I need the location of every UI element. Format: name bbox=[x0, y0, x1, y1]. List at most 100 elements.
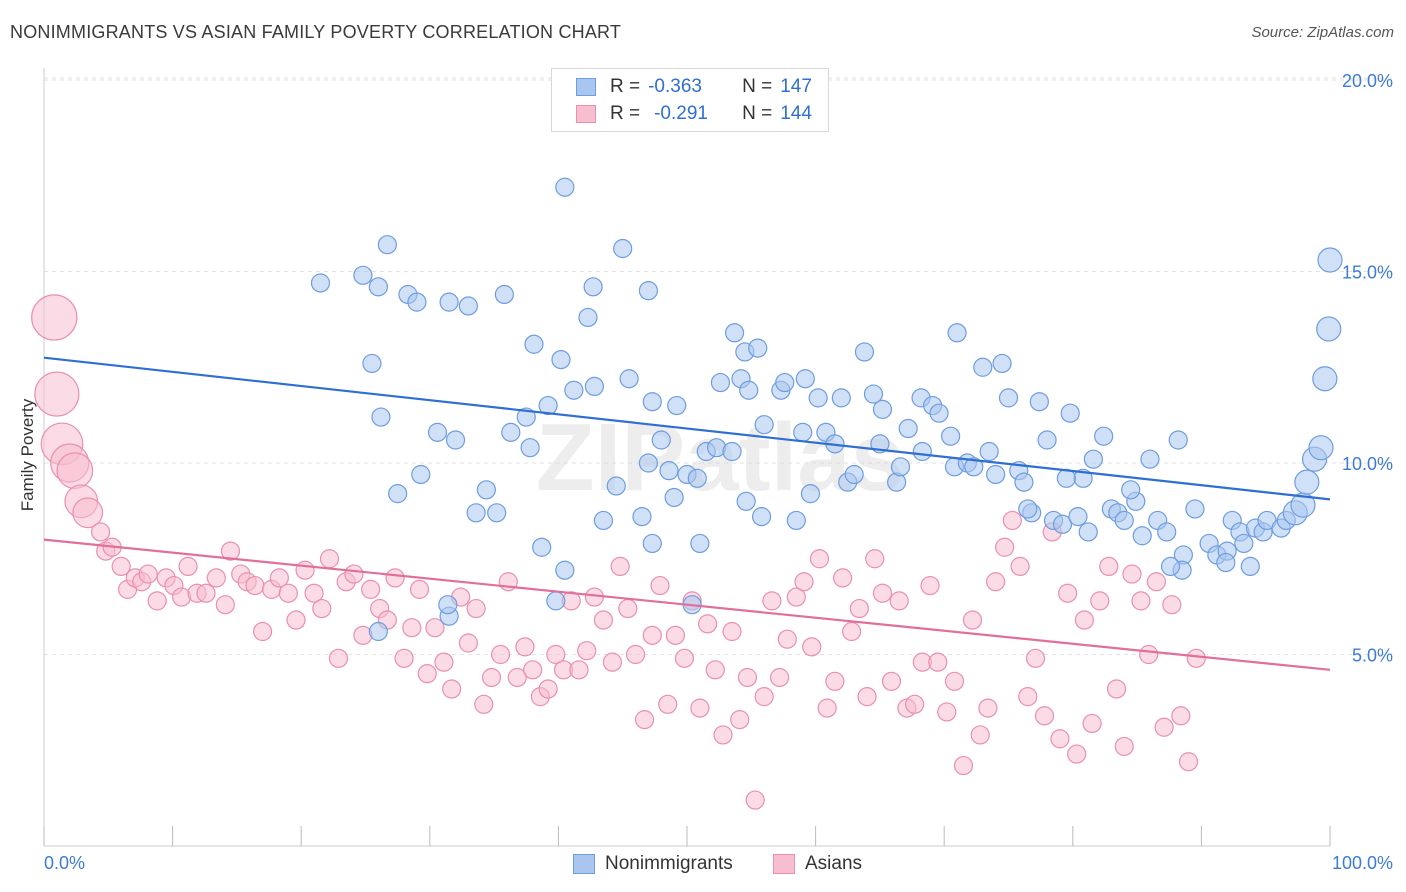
asians-point bbox=[802, 637, 822, 657]
r-label: R = bbox=[610, 103, 641, 124]
asians-point bbox=[425, 618, 445, 638]
nonimmigrants-point bbox=[1160, 556, 1181, 577]
nonimmigrants-point bbox=[929, 403, 949, 423]
nonimmigrants-point bbox=[898, 418, 918, 439]
nonimmigrants-point bbox=[1185, 499, 1205, 519]
asians-points bbox=[31, 294, 1206, 810]
asians-point bbox=[111, 556, 131, 577]
asians-trend-line bbox=[43, 538, 1331, 671]
nonimmigrants-points bbox=[310, 177, 1343, 642]
nonimmigrants-point bbox=[786, 510, 806, 531]
nonimmigrants-point bbox=[516, 407, 536, 427]
legend-item-nonimmigrants: Nonimmigrants bbox=[573, 852, 733, 876]
source-label: Source: ZipAtlas.com bbox=[1251, 24, 1394, 41]
asians-point bbox=[1074, 610, 1094, 630]
nonimmigrants-point bbox=[377, 235, 397, 255]
nonimmigrants-point bbox=[863, 384, 884, 404]
nonimmigrants-point bbox=[793, 422, 813, 442]
nonimmigrants-point bbox=[538, 395, 558, 416]
asians-point bbox=[1050, 729, 1070, 749]
asians-point bbox=[269, 568, 289, 588]
asians-point bbox=[665, 625, 686, 645]
nonimmigrants-point bbox=[353, 265, 373, 285]
nonimmigrants-point bbox=[795, 369, 815, 389]
asians-point bbox=[220, 541, 241, 561]
nonimmigrants-point bbox=[1029, 392, 1049, 412]
nonimmigrants-point bbox=[754, 415, 774, 435]
nonimmigrants-point bbox=[445, 430, 466, 450]
nonimmigrants-point bbox=[606, 476, 626, 496]
asians-point bbox=[610, 556, 630, 577]
asians-point bbox=[1058, 583, 1078, 603]
asians-point bbox=[634, 710, 655, 730]
legend-label: Asians bbox=[805, 853, 863, 874]
asians-point bbox=[833, 568, 853, 588]
asians-point bbox=[920, 575, 940, 596]
asians-point bbox=[1002, 510, 1022, 531]
asians-point bbox=[1034, 706, 1055, 726]
asians-point bbox=[697, 614, 718, 634]
asians-point bbox=[1106, 679, 1127, 699]
nonimmigrants-point bbox=[638, 453, 659, 473]
nonimmigrants-point bbox=[736, 491, 756, 511]
asians-point bbox=[872, 583, 893, 603]
asians-point bbox=[1154, 717, 1174, 737]
asians-point bbox=[538, 679, 558, 699]
asians-point bbox=[754, 687, 774, 707]
x-tick-labels: 0.0% 100.0% bbox=[44, 853, 1393, 873]
nonimmigrants-point bbox=[438, 595, 458, 615]
nonimmigrants-point bbox=[659, 461, 679, 481]
asians-point bbox=[953, 755, 974, 776]
asians-point bbox=[481, 667, 502, 688]
nonimmigrants-point bbox=[638, 281, 659, 301]
legend-swatch-pink bbox=[773, 854, 795, 874]
x-tick-label: 0.0% bbox=[44, 853, 85, 873]
nonimmigrants-point bbox=[593, 510, 614, 531]
asians-point bbox=[730, 710, 750, 730]
nonimmigrants-point bbox=[1083, 449, 1103, 469]
nonimmigrants-point bbox=[808, 388, 828, 408]
n-label: N = bbox=[742, 103, 773, 124]
nonimmigrants-point bbox=[724, 323, 745, 343]
nonimmigrants-point bbox=[458, 296, 478, 316]
asians-point bbox=[674, 648, 695, 668]
asians-point bbox=[794, 572, 814, 592]
asians-point bbox=[328, 648, 349, 668]
nonimmigrants-point bbox=[310, 273, 331, 293]
nonimmigrants-point bbox=[979, 441, 999, 462]
nonimmigrants-trend-line bbox=[43, 356, 1331, 501]
asians-point bbox=[458, 633, 478, 653]
asians-point bbox=[602, 652, 623, 672]
nonimmigrants-point bbox=[854, 342, 875, 362]
nonimmigrants-point bbox=[362, 353, 382, 374]
asians-point bbox=[72, 497, 104, 529]
asians-point bbox=[995, 537, 1015, 557]
asians-point bbox=[737, 667, 758, 688]
asians-point bbox=[817, 698, 837, 718]
asians-point bbox=[937, 702, 957, 722]
nonimmigrants-point bbox=[998, 388, 1019, 408]
asians-point bbox=[970, 725, 990, 745]
chart-title: NONIMMIGRANTS VS ASIAN FAMILY POVERTY CO… bbox=[10, 22, 622, 42]
nonimmigrants-point bbox=[1018, 499, 1038, 519]
nonimmigrants-point bbox=[964, 457, 984, 477]
asians-point bbox=[745, 790, 765, 810]
asians-point bbox=[762, 591, 782, 611]
asians-point bbox=[777, 629, 797, 649]
asians-point bbox=[385, 568, 405, 588]
asians-point bbox=[857, 687, 877, 707]
nonimmigrants-point bbox=[1078, 522, 1098, 542]
nonimmigrants-point bbox=[584, 376, 605, 396]
nonimmigrants-point bbox=[388, 484, 408, 504]
asians-point bbox=[474, 694, 494, 714]
nonimmigrants-point bbox=[368, 277, 388, 297]
legend-item-asians: Asians bbox=[773, 852, 862, 876]
asians-point bbox=[147, 591, 167, 611]
asians-point bbox=[658, 694, 678, 714]
r-value: -0.363 bbox=[648, 76, 702, 97]
asians-point bbox=[1018, 687, 1038, 707]
nonimmigrants-point bbox=[751, 507, 772, 527]
y-tick-labels: 5.0% 10.0% 15.0% 20.0% bbox=[1342, 71, 1393, 666]
n-label: N = bbox=[742, 76, 773, 97]
